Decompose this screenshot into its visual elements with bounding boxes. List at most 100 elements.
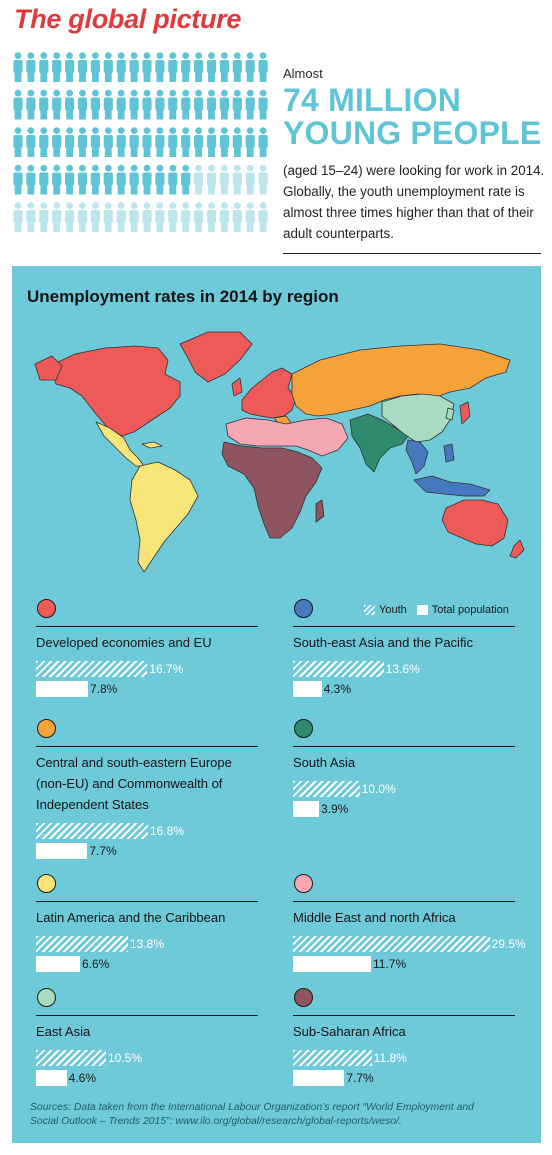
sources-note: Sources: Data taken from the Internation… <box>30 1102 474 1127</box>
person-icon <box>258 52 268 82</box>
person-icon <box>219 202 229 232</box>
intro-big-number: 74 MILLION YOUNG PEOPLE <box>283 84 545 150</box>
person-icon <box>142 89 152 120</box>
map-region-east-asia-korea <box>445 407 455 421</box>
region-name: Sub-Saharan Africa <box>293 1024 406 1039</box>
person-icon <box>65 89 75 120</box>
person-icon <box>129 52 139 82</box>
region-divider <box>36 1015 258 1016</box>
region-name: Middle East and north Africa <box>293 910 456 925</box>
region-bars: 11.8% 7.7% <box>293 1050 515 1090</box>
person-icon <box>168 202 178 232</box>
person-icon <box>181 202 191 232</box>
person-icon <box>219 52 229 82</box>
total-bar <box>36 956 80 972</box>
region-divider <box>36 626 258 627</box>
region-color-dot <box>37 599 56 618</box>
person-icon <box>13 89 23 120</box>
region-color-dot <box>294 874 313 893</box>
person-icon <box>90 127 100 157</box>
region-color-dot <box>37 988 56 1007</box>
person-icon <box>103 89 113 120</box>
total-bar <box>293 681 322 697</box>
person-icon <box>103 127 113 157</box>
person-icon <box>232 164 242 195</box>
person-icon <box>232 202 242 232</box>
person-icon <box>168 52 178 82</box>
region-bars: 13.8% 6.6% <box>36 936 258 976</box>
map-region-sea-islands <box>413 475 491 497</box>
person-icon <box>181 52 191 82</box>
person-icon <box>245 52 255 82</box>
person-icon <box>181 127 191 157</box>
youth-bar <box>36 661 148 677</box>
person-icon <box>181 89 191 120</box>
person-icon <box>206 52 217 82</box>
panel-title: Unemployment rates in 2014 by region <box>27 287 339 306</box>
person-icon <box>26 164 36 195</box>
intro-big-line-2: YOUNG PEOPLE <box>283 115 542 151</box>
youth-value-label: 13.8% <box>130 937 165 951</box>
map-region-developed-australia <box>441 499 509 547</box>
region-color-dot <box>37 874 56 893</box>
person-icon <box>13 164 23 195</box>
people-pictogram <box>13 52 268 232</box>
total-value-label: 6.6% <box>82 957 110 971</box>
person-icon <box>142 52 152 82</box>
person-icon <box>26 127 36 157</box>
region-name: East Asia <box>36 1024 91 1039</box>
total-bar <box>293 1070 345 1086</box>
legend-total-swatch <box>416 605 428 615</box>
region-divider <box>36 746 258 747</box>
person-icon <box>13 127 23 157</box>
region-bars: 13.6% 4.3% <box>293 661 515 701</box>
person-icon <box>26 89 36 120</box>
person-icon <box>116 202 126 232</box>
youth-value-label: 16.8% <box>150 824 185 838</box>
person-icon <box>52 127 62 157</box>
youth-value-label: 29.5% <box>491 937 526 951</box>
person-icon <box>258 89 268 120</box>
map-region-south-asia <box>349 413 409 473</box>
map-region-developed-alaska <box>34 355 63 381</box>
legend-total-label: Total population <box>431 604 509 616</box>
person-icon <box>39 89 49 120</box>
region-name: South Asia <box>293 755 356 770</box>
total-bar <box>36 681 88 697</box>
region-divider <box>293 1015 515 1016</box>
person-icon <box>26 202 36 232</box>
person-icon <box>155 52 165 82</box>
person-icon <box>194 52 204 82</box>
person-icon <box>219 164 229 195</box>
region-name: Developed economies and EU <box>36 635 212 650</box>
map-region-east-asia-japan <box>459 401 471 425</box>
person-icon <box>168 127 178 157</box>
person-icon <box>39 127 49 157</box>
youth-bar <box>293 781 360 797</box>
region-bars: 10.5% 4.6% <box>36 1050 258 1090</box>
person-icon <box>39 52 49 82</box>
region-bars: 10.0% 3.9% <box>293 781 515 821</box>
person-icon <box>206 127 217 157</box>
region-bars: 16.7% 7.8% <box>36 661 258 701</box>
person-icon <box>77 164 88 195</box>
total-value-label: 4.6% <box>68 1071 97 1085</box>
person-icon <box>52 89 62 120</box>
person-icon <box>90 202 100 232</box>
intro-divider <box>283 253 541 254</box>
person-icon <box>232 89 242 120</box>
person-icon <box>181 164 191 195</box>
total-value-label: 7.7% <box>346 1071 374 1085</box>
youth-value-label: 10.5% <box>108 1051 143 1065</box>
person-icon <box>194 164 204 195</box>
region-divider <box>293 746 515 747</box>
total-value-label: 7.8% <box>90 682 118 696</box>
person-icon <box>103 202 113 232</box>
map-region-developed-greenland <box>179 331 253 383</box>
person-icon <box>232 127 242 157</box>
person-icon <box>103 52 113 82</box>
region-name: Central and south-eastern Europe (non-EU… <box>36 755 232 812</box>
person-icon <box>155 202 165 232</box>
person-icon <box>52 164 62 195</box>
person-icon <box>168 89 178 120</box>
